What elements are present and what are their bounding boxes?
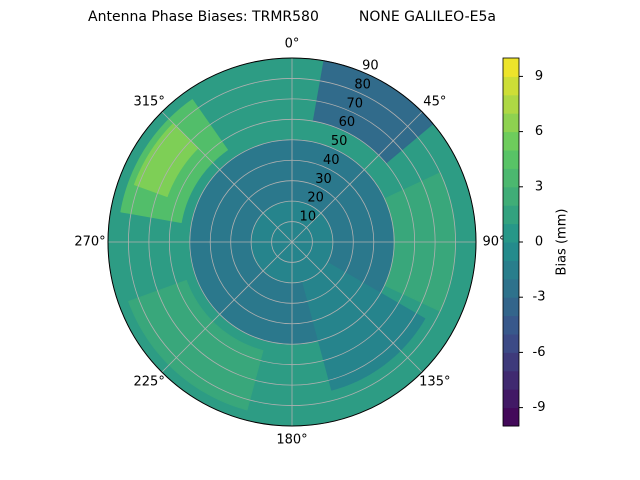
r-tick-label: 50 (331, 134, 348, 149)
colorbar-band (503, 113, 519, 133)
r-tick-label: 60 (339, 115, 356, 130)
colorbar-band (503, 242, 519, 261)
colorbar-tick-label: 9 (535, 69, 543, 84)
colorbar-tick-label: -6 (533, 345, 546, 360)
colorbar-label: Bias (mm) (555, 209, 570, 276)
colorbar-tick-label: 0 (535, 235, 543, 250)
theta-tick-label: 225° (134, 375, 165, 390)
polar-frame (107, 57, 477, 427)
r-tick-label: 10 (300, 210, 317, 225)
r-tick-label: 30 (315, 172, 332, 187)
colorbar-band (503, 76, 519, 96)
colorbar-band (503, 389, 519, 409)
theta-grid-line (161, 111, 293, 243)
r-tick-label: 40 (323, 153, 340, 168)
colorbar-band (503, 205, 519, 225)
colorbar-band (503, 315, 519, 335)
theta-tick-label: 90° (482, 235, 505, 250)
colorbar-tick-label: 3 (535, 179, 543, 194)
chart-title: Antenna Phase Biases: TRMR580 NONE GALIL… (88, 9, 496, 25)
colorbar-tick-label: -9 (533, 400, 546, 415)
colorbar-band (503, 352, 519, 372)
colorbar-band (503, 407, 519, 427)
theta-tick-label: 315° (134, 94, 165, 109)
r-tick-label: 70 (346, 96, 363, 111)
r-tick-label: 20 (307, 191, 324, 206)
colorbar-band (503, 370, 519, 390)
r-tick-label: 90 (362, 59, 379, 74)
theta-tick-label: 45° (423, 94, 446, 109)
theta-tick-label: 270° (74, 235, 105, 250)
colorbar-band (503, 58, 519, 77)
theta-grid-line (291, 111, 423, 243)
contour-region (128, 279, 264, 411)
r-tick-label: 80 (354, 77, 371, 92)
colorbar-band (503, 260, 519, 280)
theta-grid-line (161, 241, 293, 373)
colorbar-band (503, 94, 519, 114)
colorbar-band (503, 168, 519, 188)
theta-tick-label: 135° (419, 375, 450, 390)
colorbar-tick-label: -3 (533, 290, 546, 305)
colorbar-band (503, 131, 519, 151)
colorbar-band (503, 150, 519, 169)
colorbar-band (503, 278, 519, 298)
colorbar-tick-label: 6 (535, 124, 543, 139)
theta-tick-label: 180° (276, 433, 307, 448)
colorbar-band (503, 223, 519, 243)
theta-grid-line (291, 241, 423, 373)
colorbar-band (503, 297, 519, 317)
colorbar-band (503, 334, 519, 353)
colorbar-band (503, 186, 519, 206)
theta-tick-label: 0° (285, 37, 300, 52)
